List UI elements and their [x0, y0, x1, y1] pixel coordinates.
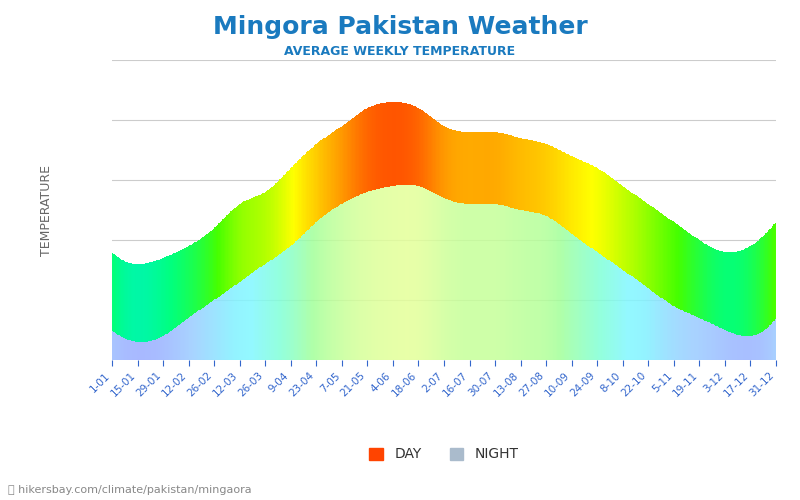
Legend: DAY, NIGHT: DAY, NIGHT	[364, 442, 524, 467]
Text: 🔴 hikersbay.com/climate/pakistan/mingaora: 🔴 hikersbay.com/climate/pakistan/mingaor…	[8, 485, 252, 495]
Text: Mingora Pakistan Weather: Mingora Pakistan Weather	[213, 15, 587, 39]
Text: AVERAGE WEEKLY TEMPERATURE: AVERAGE WEEKLY TEMPERATURE	[285, 45, 515, 58]
Y-axis label: TEMPERATURE: TEMPERATURE	[40, 164, 54, 256]
